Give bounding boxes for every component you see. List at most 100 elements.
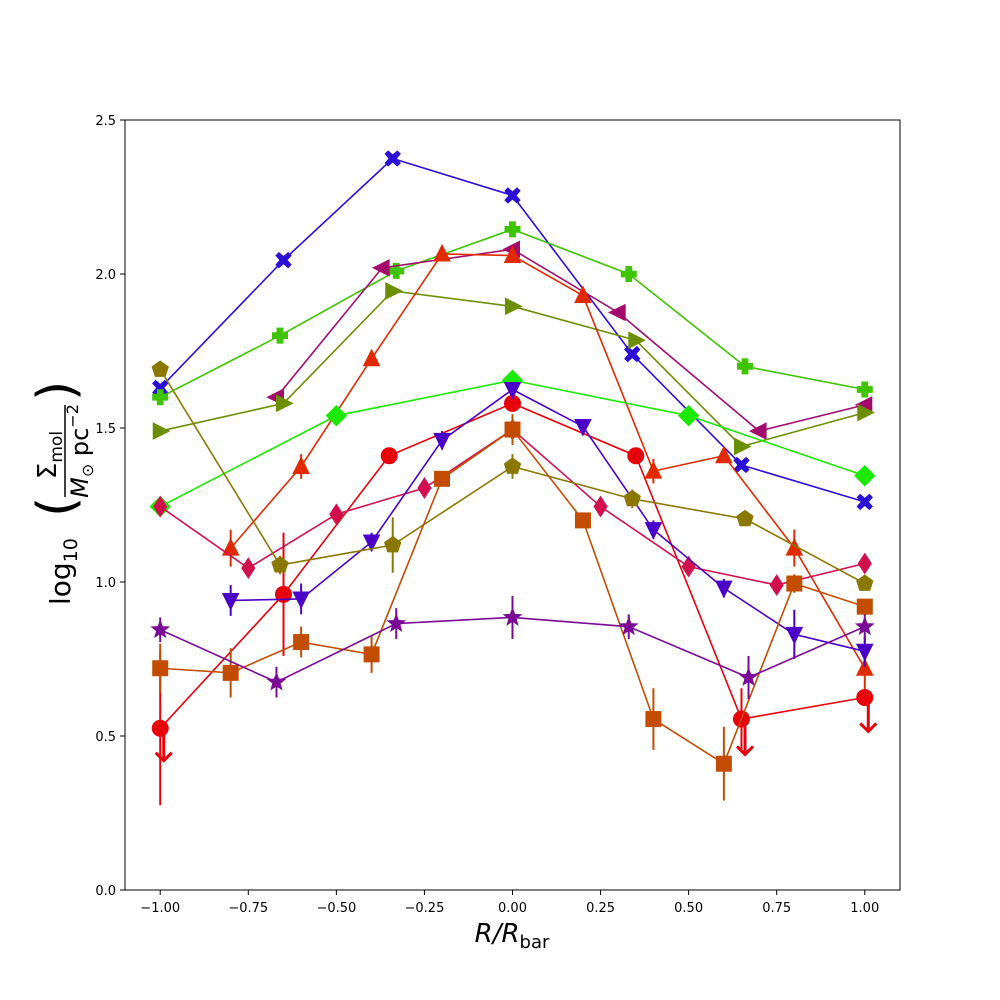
data-series — [152, 414, 873, 801]
data-point — [618, 616, 639, 636]
data-point — [715, 755, 732, 772]
data-point — [748, 422, 767, 440]
data-point — [504, 187, 521, 204]
x-tick-label: 0.75 — [762, 901, 791, 916]
data-point — [385, 282, 403, 300]
y-axis-label: log10 ( Σmol M⊙ pc−2 ) — [27, 381, 97, 605]
x-axis-label: R/Rbar — [475, 919, 550, 953]
data-point — [715, 445, 733, 464]
data-point — [503, 382, 522, 400]
x-tick-label: 0.50 — [674, 901, 703, 916]
data-series — [150, 595, 875, 700]
y-axis-label-numerator-sub: mol — [47, 431, 67, 463]
data-point — [574, 418, 592, 437]
data-point — [608, 303, 626, 322]
data-point — [786, 575, 803, 592]
data-point — [856, 598, 873, 615]
data-point — [384, 150, 401, 167]
x-axis-label-sub: bar — [520, 932, 550, 953]
svg-text:Σmol: Σmol — [33, 431, 67, 479]
y-tick-label: 1.5 — [95, 422, 116, 437]
data-point — [854, 465, 876, 487]
data-point — [644, 461, 663, 479]
data-point — [623, 489, 641, 507]
data-point — [152, 389, 169, 406]
data-point — [855, 658, 874, 676]
data-point — [857, 403, 875, 422]
x-tick-label: −1.00 — [140, 901, 180, 916]
y-axis-ticks: 0.0 0.5 1.0 1.5 2.0 2.5 — [95, 114, 125, 899]
data-point — [785, 626, 804, 645]
data-series — [152, 282, 875, 456]
data-point — [275, 585, 293, 603]
upper-limit-arrow — [859, 703, 878, 734]
data-point — [503, 245, 522, 264]
data-point — [677, 404, 700, 427]
y-axis-label-rparen: ) — [27, 381, 87, 401]
x-tick-label: −0.75 — [228, 901, 268, 916]
data-point — [593, 495, 608, 518]
y-axis-label-exponent: −2 — [63, 404, 82, 428]
svg-text:M⊙ pc−2: M⊙ pc−2 — [63, 404, 97, 498]
data-point — [329, 503, 344, 526]
x-axis-label-main: R/R — [475, 919, 520, 949]
x-tick-label: 0.00 — [498, 901, 527, 916]
data-series — [152, 150, 873, 511]
data-point — [433, 432, 451, 451]
data-point — [644, 522, 663, 540]
data-point — [855, 643, 874, 662]
data-point — [733, 456, 750, 474]
data-point — [417, 477, 432, 499]
data-point — [856, 689, 874, 706]
data-point — [737, 358, 753, 375]
y-axis-label-pc: pc — [66, 428, 94, 464]
data-point — [856, 381, 873, 398]
data-point — [856, 493, 873, 511]
y-axis-label-lparen: ( — [27, 497, 87, 517]
data-point — [433, 243, 451, 262]
data-point — [153, 495, 168, 518]
data-point — [380, 447, 398, 465]
data-point — [574, 285, 592, 304]
data-point — [738, 667, 759, 686]
data-point — [221, 592, 240, 611]
series-layer — [149, 150, 878, 806]
x-tick-label: −0.25 — [405, 901, 445, 916]
x-axis-ticks: −1.00 −0.75 −0.50 −0.25 0.00 0.25 0.50 0.75 1.00 — [140, 890, 879, 916]
data-point — [620, 266, 637, 282]
y-tick-label: 0.5 — [95, 730, 116, 745]
data-point — [272, 327, 288, 344]
y-axis-label-denominator: M — [66, 477, 94, 498]
data-point — [372, 259, 390, 277]
y-axis-label-numerator: Σ — [33, 463, 63, 479]
data-point — [152, 422, 171, 440]
y-tick-label: 2.0 — [95, 268, 116, 283]
data-point — [715, 580, 733, 599]
y-tick-label: 2.5 — [95, 114, 116, 129]
data-point — [503, 457, 522, 474]
data-point — [434, 470, 451, 487]
data-point — [292, 456, 310, 474]
data-point — [384, 535, 402, 553]
y-tick-label: 0.0 — [95, 884, 116, 899]
data-point — [150, 619, 171, 639]
data-point — [152, 660, 169, 677]
data-point — [362, 348, 381, 367]
y-axis-label-log-sub: 10 — [60, 538, 82, 562]
data-point — [504, 421, 521, 438]
data-point — [628, 331, 646, 350]
data-point — [271, 555, 289, 573]
data-point — [624, 345, 641, 363]
data-point — [645, 711, 662, 728]
series-line — [230, 388, 865, 653]
data-point — [362, 534, 381, 553]
data-point — [293, 634, 310, 651]
data-point — [241, 557, 256, 580]
data-point — [856, 574, 874, 591]
data-point — [857, 552, 872, 575]
data-point — [627, 447, 645, 465]
data-series — [221, 382, 874, 667]
data-point — [504, 221, 521, 238]
series-line — [275, 248, 865, 432]
